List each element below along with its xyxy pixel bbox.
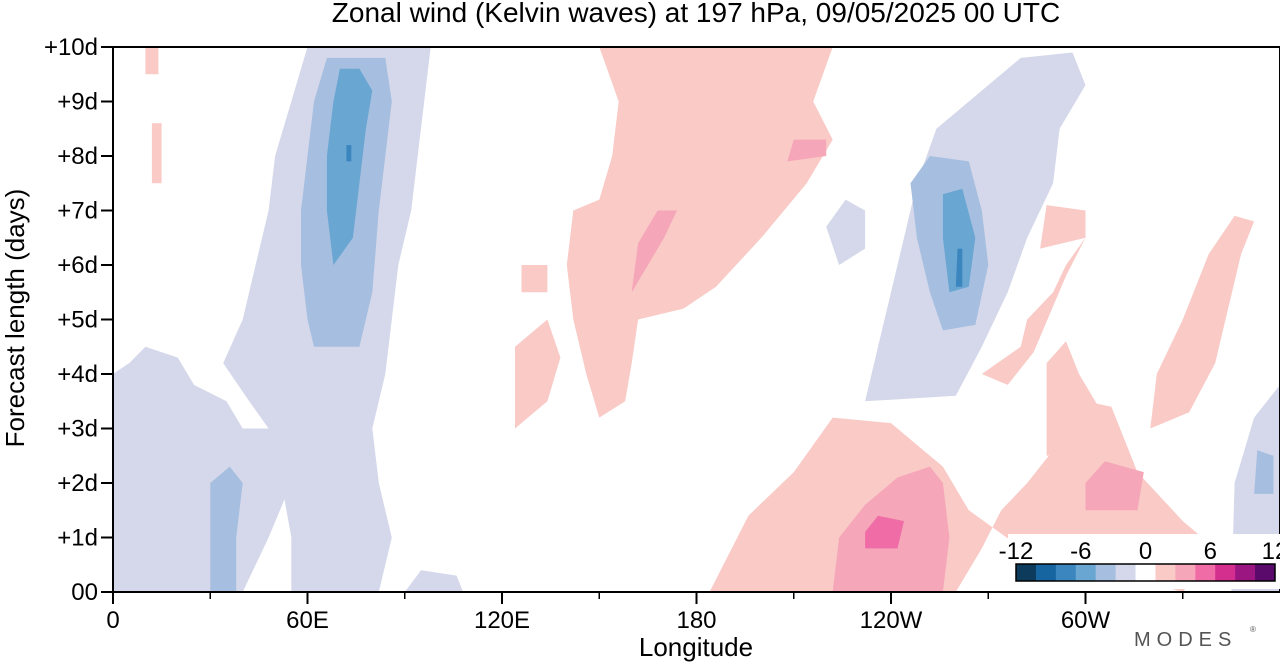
colorbar-swatch [1155,564,1176,581]
positive-wind-region-24 [631,210,677,293]
colorbar-swatch [1035,564,1057,581]
y-axis-label: Forecast length (days) [0,189,30,448]
positive-wind-region-28 [865,515,904,549]
y-tick-label: +3d [57,416,98,443]
colorbar-swatch [1075,564,1097,581]
negative-wind-region-2 [404,570,464,592]
x-tick-label: 180 [676,607,716,634]
y-axis-ticks: 00 +1d +2d +3d +4d +5d +6d +7d +8d +9d +10d [44,34,113,606]
positive-wind-region-27 [1085,461,1144,511]
colorbar-swatch [1195,564,1216,581]
y-tick-label: +9d [57,89,98,116]
y-tick-label: +10d [44,34,98,61]
positive-wind-region-14 [566,47,833,418]
colorbar-swatch [1055,564,1077,581]
positive-wind-region-20 [151,123,162,184]
negative-wind-region-11 [942,188,976,293]
x-axis-ticks: 0 60E 120E 180 120W 60W [106,592,1184,634]
positive-wind-region-21 [515,319,561,429]
y-tick-label: +8d [57,143,98,170]
colorbar-swatch [1095,564,1117,581]
y-tick-label: +2d [57,470,98,497]
positive-wind-region-23 [1040,205,1086,249]
colorbar-swatch [1255,564,1276,581]
positive-wind-region-22 [521,265,548,293]
negative-wind-region-4 [826,199,866,265]
positive-wind-region-25 [787,139,827,162]
x-tick-label: 0 [106,607,119,634]
registered-mark-icon: ® [1250,625,1256,634]
colorbar-swatch [1215,564,1236,581]
positive-wind-region-16 [981,237,1086,385]
colorbar-swatch [1175,564,1196,581]
x-axis-label: Longitude [639,632,753,662]
x-tick-label: 60W [1061,607,1111,634]
y-tick-label: +1d [57,525,98,552]
colorbar: -12 -6 0 6 12 [999,534,1280,589]
colorbar-tick-label: 0 [1139,538,1152,565]
x-tick-label: 120W [860,607,923,634]
y-tick-label: +5d [57,307,98,334]
colorbar-tick-label: -6 [1070,538,1091,565]
colorbar-frame [1015,563,1276,582]
positive-wind-region-18 [1150,215,1255,429]
y-tick-label: 00 [71,579,98,606]
y-tick-label: +7d [57,198,98,225]
modes-brand-label: MODES [1134,629,1237,651]
colorbar-swatch [1135,564,1156,581]
x-tick-label: 60E [286,607,329,634]
colorbar-swatch [1235,564,1256,581]
negative-wind-region-7 [210,466,243,592]
y-tick-label: +4d [57,361,98,388]
negative-wind-region-12 [346,145,352,162]
colorbar-swatch [1115,564,1137,581]
y-tick-label: +6d [57,252,98,279]
colorbar-tick-label: 12 [1262,538,1280,565]
positive-wind-region-17 [1046,341,1112,456]
colorbar-swatch [1016,564,1037,581]
negative-wind-region-13 [955,248,963,287]
negative-wind-region-9 [1254,450,1274,494]
positive-wind-region-19 [145,47,159,75]
negative-wind-region-0 [113,346,301,592]
x-tick-label: 120E [474,607,530,634]
chart-title: Zonal wind (Kelvin waves) at 197 hPa, 09… [332,0,1060,28]
negative-wind-region-10 [326,68,373,265]
colorbar-tick-label: -12 [999,538,1034,565]
colorbar-tick-label: 6 [1204,538,1217,565]
